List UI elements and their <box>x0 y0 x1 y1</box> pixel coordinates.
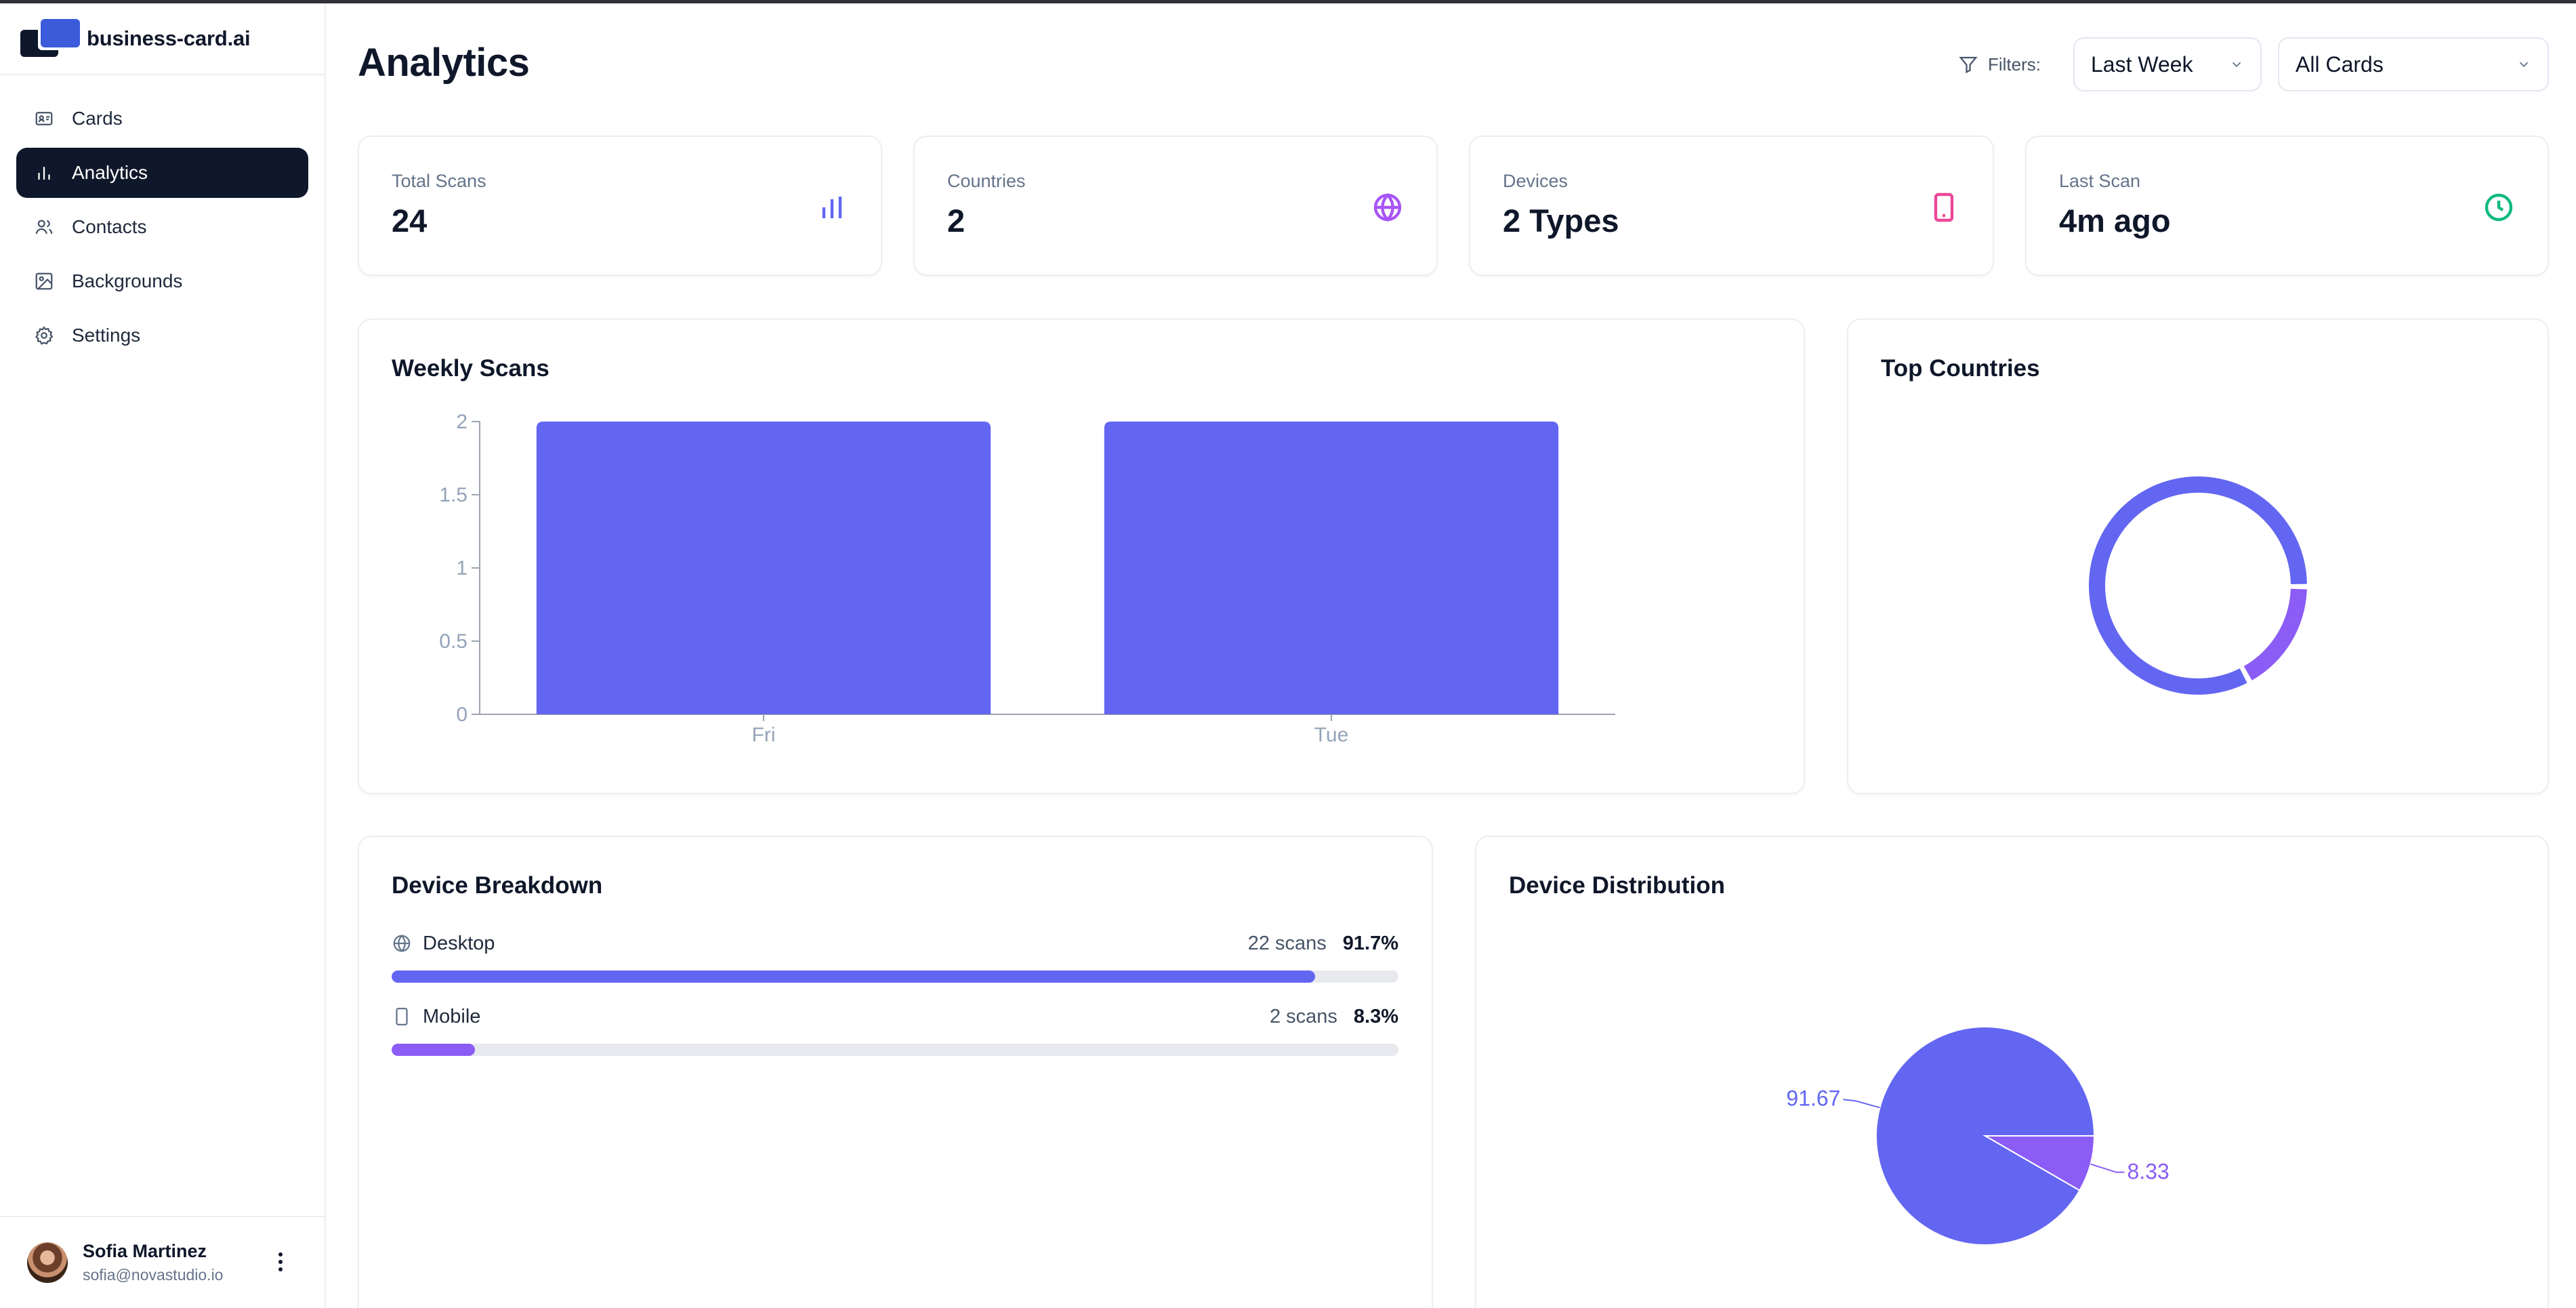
card-title: Device Distribution <box>1509 872 1725 899</box>
period-select-value: Last Week <box>2091 52 2193 77</box>
smartphone-icon <box>1934 192 1954 222</box>
card-title: Weekly Scans <box>392 355 549 382</box>
app-logo-icon <box>20 19 80 58</box>
user-profile[interactable]: Sofia Martinez sofia@novastudio.io <box>0 1216 325 1308</box>
pie-data-label: 91.67 <box>1786 1086 1840 1110</box>
device-label: Desktop <box>423 932 495 954</box>
user-name: Sofia Martinez <box>83 1241 207 1261</box>
sidebar-item-label: Cards <box>72 108 123 129</box>
smartphone-icon <box>396 1008 408 1025</box>
window-top-edge <box>0 0 2576 3</box>
stat-card-last-scan: Last Scan 4m ago <box>2025 136 2549 276</box>
sidebar-nav: Cards Analytics Contacts Backgrounds Set… <box>16 94 308 365</box>
users-icon <box>35 220 53 234</box>
period-select[interactable]: Last Week <box>2073 37 2262 91</box>
device-percent: 91.7% <box>1342 932 1398 954</box>
y-tick-label: 0.5 <box>439 630 468 653</box>
bar <box>536 422 991 714</box>
sidebar-item-label: Backgrounds <box>72 270 183 291</box>
y-tick-label: 1 <box>456 557 468 579</box>
device-count: 2 scans <box>1269 1005 1337 1027</box>
sidebar-item-analytics[interactable]: Analytics <box>16 148 308 198</box>
card-title: Device Breakdown <box>392 872 603 899</box>
user-email: sofia@novastudio.io <box>83 1266 224 1284</box>
device-percent: 8.3% <box>1353 1005 1398 1027</box>
bar <box>1104 422 1559 714</box>
device-row-mobile: Mobile 2 scans 8.3% <box>392 1003 1398 1056</box>
stat-value: 4m ago <box>2059 203 2171 239</box>
stat-value: 2 <box>947 203 965 239</box>
gear-icon <box>35 326 54 345</box>
sidebar-item-settings[interactable]: Settings <box>16 310 308 361</box>
stat-value: 2 Types <box>1503 203 1619 239</box>
stat-label: Total Scans <box>392 171 486 191</box>
weekly-scans-card: Weekly Scans 0 0.5 1 1.5 2 Fri Tue <box>358 319 1805 794</box>
x-tick-label: Fri <box>752 724 776 746</box>
progress-track <box>392 1044 1398 1056</box>
id-card-icon <box>35 112 53 125</box>
stat-label: Countries <box>947 171 1026 191</box>
y-tick-label: 0 <box>456 703 468 726</box>
device-distribution-card: Device Distribution 91.67 8.33 <box>1475 836 2549 1308</box>
sidebar-item-backgrounds[interactable]: Backgrounds <box>16 256 308 306</box>
chevron-down-icon <box>2519 62 2529 68</box>
top-countries-chart <box>2089 476 2307 695</box>
page-title: Analytics <box>358 41 530 85</box>
y-tick-label: 2 <box>456 411 468 433</box>
progress-track <box>392 970 1398 983</box>
stat-label: Devices <box>1503 171 1569 191</box>
progress-fill <box>392 1044 476 1056</box>
filters-label-text: Filters: <box>1988 54 2041 75</box>
clock-icon <box>2485 193 2513 222</box>
card-title: Top Countries <box>1881 355 2040 382</box>
sidebar-item-label: Analytics <box>72 162 148 183</box>
stat-card-devices: Devices 2 Types <box>1469 136 1994 276</box>
device-distribution-chart: 91.67 8.33 <box>1786 1026 2169 1246</box>
more-menu-icon[interactable] <box>278 1252 284 1271</box>
progress-fill <box>392 970 1315 983</box>
sidebar-item-label: Settings <box>72 325 141 346</box>
brand[interactable]: business-card.ai <box>0 3 325 75</box>
filters-bar: Filters: Last Week All Cards <box>1958 37 2549 91</box>
stat-label: Last Scan <box>2059 171 2141 191</box>
image-icon <box>35 272 53 290</box>
top-countries-card: Top Countries <box>1847 319 2549 794</box>
donut-slice <box>2243 588 2307 680</box>
device-breakdown-card: Device Breakdown Desktop 22 scans 91.7% … <box>358 836 1433 1308</box>
x-tick-label: Tue <box>1314 724 1349 746</box>
avatar <box>27 1242 68 1283</box>
cards-select-value: All Cards <box>2295 52 2384 77</box>
sidebar: business-card.ai Cards Analytics Contact… <box>0 3 326 1308</box>
bar-chart-icon <box>822 197 842 218</box>
globe-icon <box>393 935 411 952</box>
globe-icon <box>1373 192 1402 222</box>
device-row-desktop: Desktop 22 scans 91.7% <box>392 930 1398 983</box>
stat-value: 24 <box>392 203 428 239</box>
filters-label: Filters: <box>1958 54 2041 75</box>
y-tick-label: 1.5 <box>439 484 468 506</box>
cards-select[interactable]: All Cards <box>2278 37 2549 91</box>
sidebar-item-label: Contacts <box>72 216 147 237</box>
bar-chart-icon <box>38 167 50 180</box>
sidebar-item-contacts[interactable]: Contacts <box>16 202 308 252</box>
chevron-down-icon <box>2232 62 2241 68</box>
stat-card-countries: Countries 2 <box>913 136 1438 276</box>
stat-card-total-scans: Total Scans 24 <box>358 136 882 276</box>
device-count: 22 scans <box>1247 932 1327 954</box>
app-name: business-card.ai <box>87 26 251 50</box>
main-content: Analytics Filters: Last Week All Cards T… <box>326 3 2576 1308</box>
sidebar-item-cards[interactable]: Cards <box>16 94 308 144</box>
device-label: Mobile <box>423 1005 481 1027</box>
pie-label-line <box>2090 1163 2125 1173</box>
pie-label-line <box>1843 1099 1880 1109</box>
pie-data-label: 8.33 <box>2127 1160 2169 1184</box>
weekly-scans-chart: 0 0.5 1 1.5 2 Fri Tue <box>439 411 1615 746</box>
filter-icon <box>1959 56 1978 74</box>
